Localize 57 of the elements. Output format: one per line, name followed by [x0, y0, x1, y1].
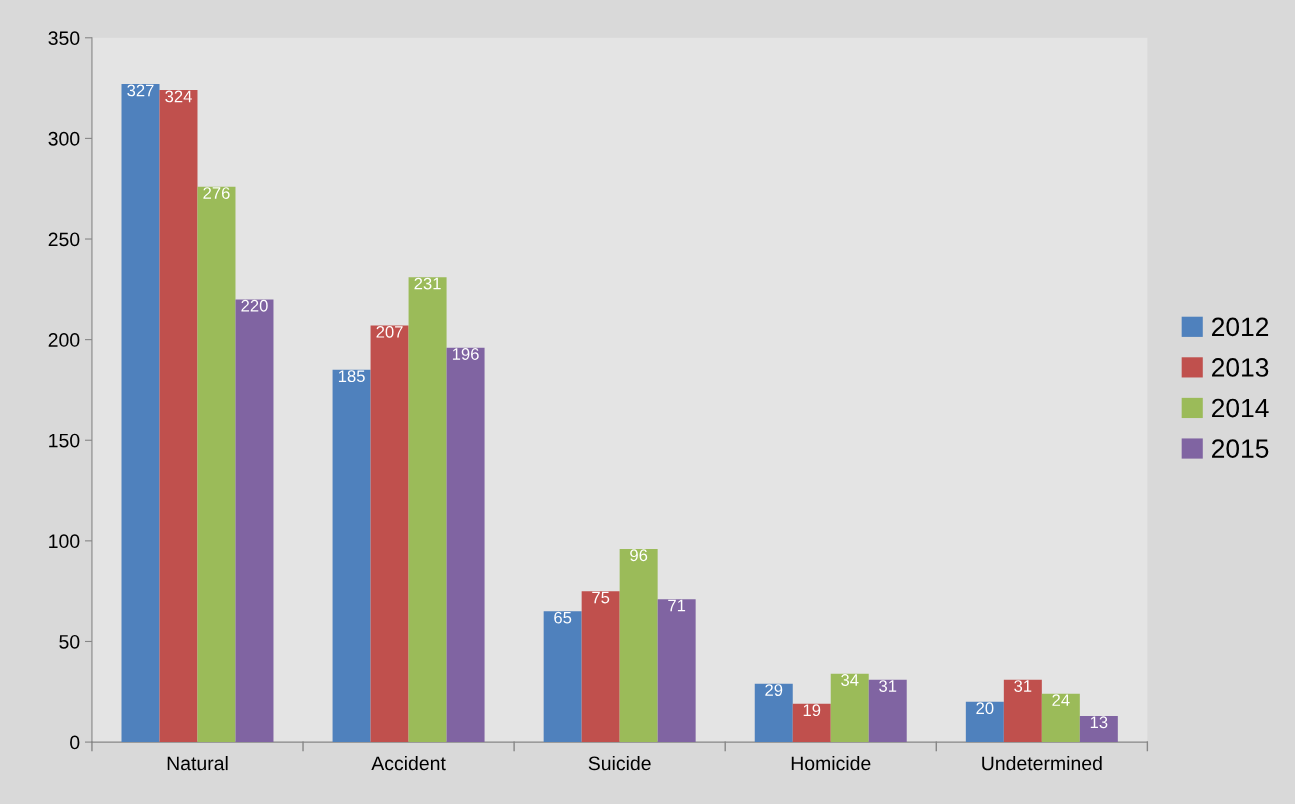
- bar: [197, 186, 236, 743]
- bar: [965, 701, 1004, 743]
- bar: [235, 299, 274, 743]
- data-label: 196: [452, 348, 479, 360]
- x-tick-label: Natural: [167, 755, 228, 771]
- x-tick-label: Suicide: [588, 755, 651, 771]
- data-label: 327: [127, 84, 154, 97]
- bar: [581, 591, 620, 743]
- bar: [830, 673, 869, 743]
- y-tick-label: 150: [49, 433, 80, 448]
- data-label: 324: [165, 90, 192, 103]
- data-label: 220: [241, 299, 268, 312]
- data-label: 29: [765, 684, 783, 696]
- bar: [1079, 715, 1118, 743]
- data-label: 19: [803, 704, 821, 717]
- data-label: 75: [592, 591, 610, 604]
- data-label: 185: [338, 370, 365, 383]
- data-label: 31: [1014, 680, 1032, 692]
- data-label: 276: [203, 187, 230, 199]
- legend-label: 2012: [1212, 317, 1269, 337]
- bar: [657, 599, 696, 743]
- y-tick-label: 0: [70, 735, 80, 750]
- y-tick-label: 200: [48, 333, 80, 347]
- data-label: 96: [630, 549, 648, 562]
- bar: [754, 683, 793, 743]
- bar: [446, 347, 485, 743]
- data-label: 24: [1052, 694, 1070, 706]
- bar: [619, 548, 658, 743]
- bar: [159, 90, 198, 743]
- bar: [1041, 693, 1080, 743]
- x-tick-label: Accident: [371, 755, 446, 771]
- data-label: 65: [554, 611, 572, 624]
- data-label: 13: [1090, 716, 1108, 729]
- legend-label: 2015: [1212, 439, 1269, 458]
- data-label: 31: [879, 680, 897, 692]
- data-label: 207: [376, 325, 403, 338]
- legend-label: 2013: [1212, 358, 1269, 377]
- bar: [408, 277, 447, 743]
- y-tick-label: 100: [49, 534, 80, 549]
- y-tick-label: 350: [48, 31, 80, 46]
- y-tick-label: 250: [48, 232, 80, 247]
- bar: [868, 679, 907, 743]
- bar: [1003, 679, 1042, 743]
- legend-label: 2014: [1212, 398, 1269, 418]
- data-label: 20: [976, 702, 994, 715]
- bar: [543, 611, 582, 743]
- bar: [332, 369, 371, 743]
- data-label: 231: [414, 277, 441, 290]
- x-tick-label: Undetermined: [982, 755, 1102, 771]
- bar: [792, 703, 831, 743]
- x-tick-label: Homicide: [791, 755, 871, 771]
- bar: [121, 84, 160, 743]
- data-label: 71: [668, 599, 686, 612]
- bar: [370, 325, 409, 743]
- y-tick-label: 300: [48, 131, 80, 146]
- data-label: 34: [841, 674, 859, 686]
- y-tick-label: 50: [59, 634, 80, 649]
